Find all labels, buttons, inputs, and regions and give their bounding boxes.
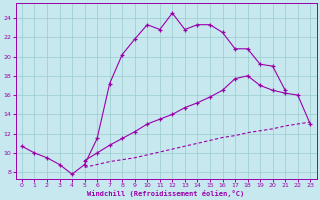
X-axis label: Windchill (Refroidissement éolien,°C): Windchill (Refroidissement éolien,°C) (87, 190, 245, 197)
